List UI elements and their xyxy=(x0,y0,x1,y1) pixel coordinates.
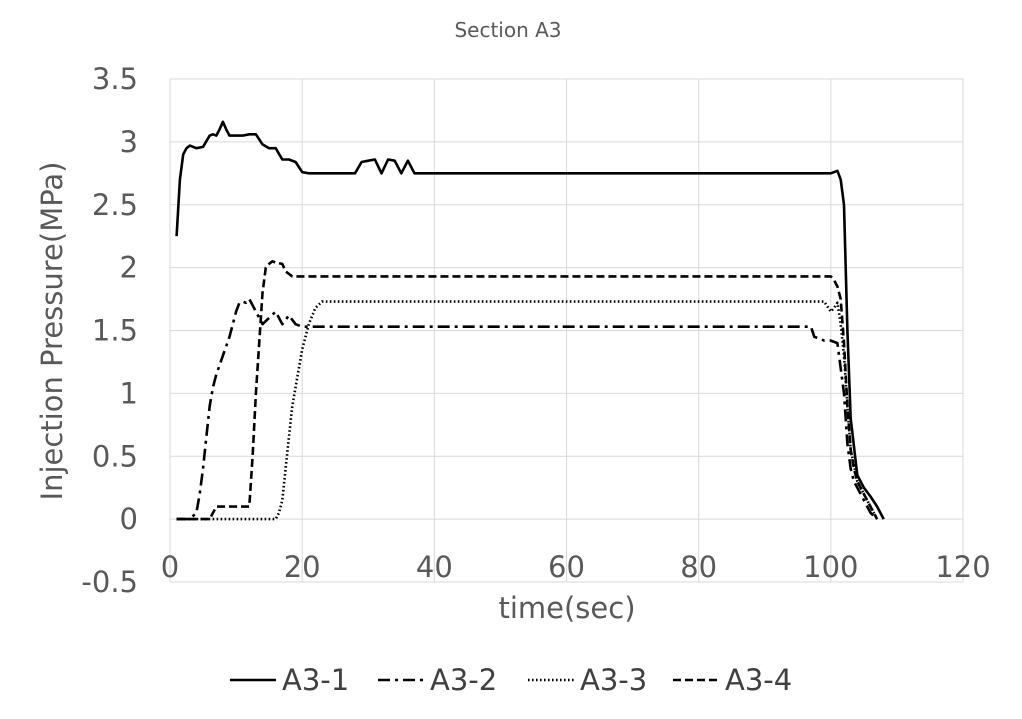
y-axis-ticks: -0.5 0 0.5 1 1.5 2 2.5 3 3.5 xyxy=(81,62,138,599)
series-line-a3-4 xyxy=(176,260,879,521)
x-tick-label: 0 xyxy=(161,550,179,584)
y-tick-label: 1.5 xyxy=(92,314,138,348)
x-tick-label: 60 xyxy=(548,550,585,584)
series-line-a3-3 xyxy=(176,300,879,521)
y-tick-label: 3 xyxy=(120,125,138,159)
legend: A3-1 A3-2 A3-3 A3-4 xyxy=(230,663,792,697)
series-line-a3-2 xyxy=(176,297,878,521)
y-tick-label: 0 xyxy=(120,502,138,536)
x-tick-label: 100 xyxy=(803,550,858,584)
series-lines xyxy=(175,120,885,521)
x-tick-label: 120 xyxy=(935,550,990,584)
x-tick-label: 40 xyxy=(416,550,453,584)
x-tick-label: 80 xyxy=(680,550,717,584)
y-tick-label: 2 xyxy=(120,251,138,285)
grid-lines xyxy=(169,78,964,583)
y-tick-label: 2.5 xyxy=(92,188,138,222)
y-tick-label: 0.5 xyxy=(92,439,138,473)
y-tick-label: -0.5 xyxy=(81,565,138,599)
y-tick-label: 1 xyxy=(120,376,138,410)
series-line-a3-1 xyxy=(175,120,885,520)
y-axis-title: Injection Pressure(MPa) xyxy=(35,162,69,501)
legend-label-a3-4: A3-4 xyxy=(725,663,792,697)
legend-label-a3-2: A3-2 xyxy=(430,663,497,697)
legend-label-a3-1: A3-1 xyxy=(282,663,349,697)
y-tick-label: 3.5 xyxy=(92,62,138,96)
x-axis-ticks: 0 20 40 60 80 100 120 xyxy=(161,550,991,584)
legend-label-a3-3: A3-3 xyxy=(580,663,647,697)
x-tick-label: 20 xyxy=(284,550,321,584)
x-axis-title: time(sec) xyxy=(498,591,635,625)
chart-title: Section A3 xyxy=(454,18,561,42)
